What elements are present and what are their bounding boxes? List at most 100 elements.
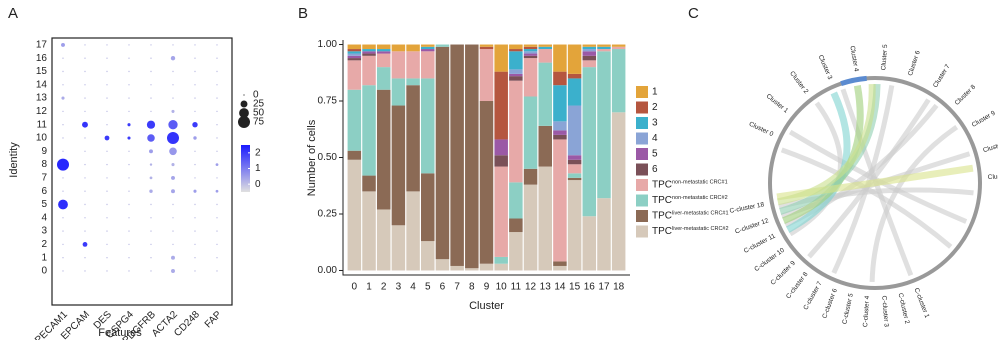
dot bbox=[194, 270, 196, 272]
dot bbox=[216, 70, 218, 73]
bar-segment bbox=[406, 191, 420, 271]
dot bbox=[215, 189, 219, 193]
bar-segment bbox=[538, 62, 552, 126]
bar-segment bbox=[376, 49, 391, 52]
dot bbox=[150, 270, 152, 272]
bar-segment bbox=[347, 58, 362, 61]
bar-segment bbox=[376, 51, 391, 54]
bar-segment bbox=[376, 53, 391, 68]
dot bbox=[128, 203, 130, 206]
dot bbox=[150, 84, 152, 86]
bar-segment bbox=[465, 268, 479, 271]
legend-label-sup: liver-metastatic CRC#2 bbox=[672, 226, 729, 232]
y-tick-label: 12 bbox=[36, 106, 48, 117]
size-legend-label: 50 bbox=[253, 108, 265, 119]
dot bbox=[194, 217, 196, 219]
bar-segment bbox=[479, 49, 494, 102]
x-tick-label: 8 bbox=[469, 282, 475, 293]
dot bbox=[216, 57, 218, 59]
x-tick-label: CD248 bbox=[172, 309, 202, 339]
dot bbox=[172, 243, 174, 246]
bar-segment bbox=[567, 73, 582, 79]
dot bbox=[128, 57, 130, 59]
x-tick-label: 9 bbox=[484, 282, 490, 293]
dot bbox=[62, 190, 64, 192]
legend-swatch bbox=[636, 194, 648, 207]
bar-segment bbox=[553, 71, 567, 86]
bar-segment bbox=[391, 225, 406, 271]
ring-label: Cluster 0 bbox=[748, 121, 775, 139]
legend-label: 3 bbox=[652, 118, 658, 129]
bar-segment bbox=[582, 49, 597, 52]
bar-segment bbox=[523, 184, 538, 271]
ring-label: C-cluster 8 bbox=[785, 271, 810, 301]
y-tick-label: 13 bbox=[36, 93, 48, 104]
dot bbox=[106, 124, 108, 126]
bar-segment bbox=[421, 49, 435, 52]
bar-segment bbox=[611, 112, 626, 271]
bar-segment bbox=[494, 155, 508, 167]
legend-label: 2 bbox=[652, 102, 658, 113]
dot bbox=[128, 97, 130, 99]
ring-label: Cluster 4 bbox=[848, 45, 859, 72]
y-tick-label: 16 bbox=[36, 53, 48, 64]
bar-segment bbox=[567, 180, 582, 271]
dot bbox=[150, 110, 152, 113]
legend-swatch bbox=[636, 225, 648, 238]
dot bbox=[84, 190, 86, 192]
dot bbox=[62, 70, 64, 73]
legend-label-sup: liver-metastatic CRC#1 bbox=[672, 210, 729, 216]
dot bbox=[194, 110, 196, 113]
bar-segment bbox=[362, 53, 376, 56]
bar-segment bbox=[523, 53, 538, 56]
panel-letter: C bbox=[688, 5, 699, 22]
bar-segment bbox=[406, 85, 420, 192]
bar-segment bbox=[538, 125, 552, 167]
y-tick-label: 8 bbox=[41, 159, 47, 170]
dot bbox=[150, 44, 152, 46]
dot bbox=[84, 97, 86, 99]
chord-ring bbox=[768, 76, 982, 290]
dot bbox=[194, 243, 196, 246]
bar-segment bbox=[494, 263, 508, 271]
y-tick-label: 7 bbox=[41, 173, 47, 184]
bar-segment bbox=[567, 155, 582, 160]
dot bbox=[106, 217, 108, 219]
panel-letter: B bbox=[298, 5, 308, 22]
bar-segment bbox=[509, 182, 523, 219]
bar-segment bbox=[582, 216, 597, 271]
bar-segment bbox=[376, 89, 391, 210]
dot bbox=[62, 257, 64, 259]
dot bbox=[84, 217, 86, 219]
size-legend-dot bbox=[238, 116, 250, 128]
dot bbox=[216, 97, 218, 99]
bar-segment bbox=[347, 53, 362, 56]
dot bbox=[128, 44, 130, 46]
colorbar-label: 1 bbox=[255, 163, 261, 174]
dot bbox=[193, 136, 197, 140]
bar-segment bbox=[421, 241, 435, 271]
dot bbox=[62, 243, 64, 246]
dot bbox=[150, 217, 152, 219]
dot bbox=[194, 163, 196, 166]
bar-segment bbox=[553, 134, 567, 140]
dot bbox=[106, 150, 108, 152]
dot bbox=[128, 177, 130, 179]
bar-segment bbox=[523, 168, 538, 185]
dot bbox=[104, 135, 110, 141]
bar-segment bbox=[450, 44, 464, 266]
size-legend-dot bbox=[243, 94, 245, 96]
bar-segment bbox=[362, 51, 376, 54]
dot bbox=[106, 270, 108, 272]
bar-segment bbox=[538, 49, 552, 63]
bar-segment bbox=[509, 76, 523, 81]
legend-label-sup: non-metastatic CRC#1 bbox=[672, 179, 728, 185]
dot bbox=[62, 177, 64, 179]
ring-highlight bbox=[840, 75, 867, 87]
bar-segment bbox=[465, 44, 479, 269]
dot bbox=[106, 97, 108, 99]
dot bbox=[62, 230, 64, 232]
ring-label: Cluster 10 bbox=[982, 139, 998, 154]
bar-segment bbox=[347, 44, 362, 50]
legend-swatch bbox=[636, 132, 648, 145]
